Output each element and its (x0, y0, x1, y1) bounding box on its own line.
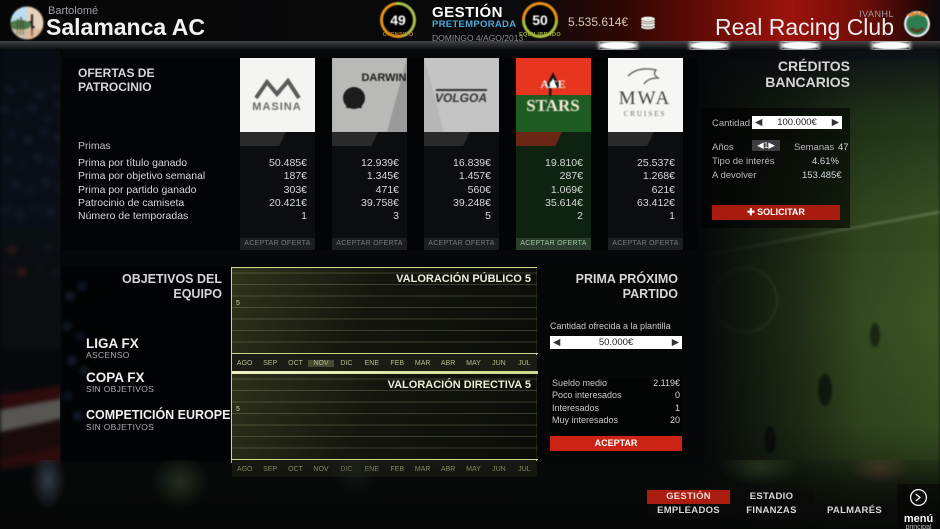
svg-text:CRUISES: CRUISES (624, 110, 667, 118)
svg-text:ACE: ACE (540, 77, 565, 91)
svg-text:STARS: STARS (526, 96, 580, 115)
svg-text:VOLGOA: VOLGOA (435, 91, 487, 105)
svg-text:DARWIN: DARWIN (361, 72, 406, 84)
svg-text:MASINA: MASINA (252, 101, 301, 113)
svg-text:MWA: MWA (619, 88, 671, 109)
